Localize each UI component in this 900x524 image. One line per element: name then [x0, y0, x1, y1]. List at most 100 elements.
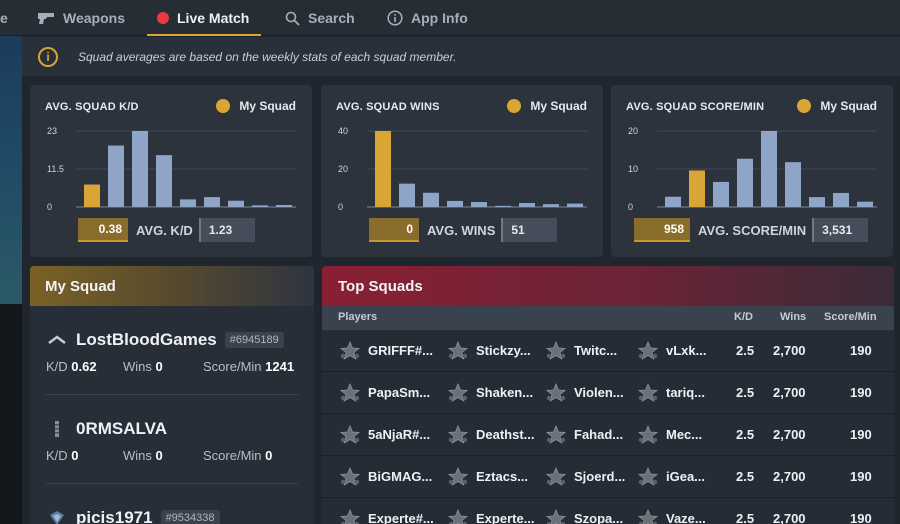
player-name: iGea...: [666, 469, 706, 484]
player-cell[interactable]: Eztacs...: [446, 456, 528, 497]
divider: [46, 483, 298, 484]
player-cell[interactable]: GRIFFF#...: [338, 330, 433, 371]
squad-member[interactable]: LostBloodGames #6945189 K/D 0.62 Wins 0 …: [46, 330, 314, 374]
my-squad-value: 0: [369, 218, 419, 242]
row-kd: 2.5: [736, 385, 755, 400]
chart-bar[interactable]: [156, 155, 172, 207]
chart-bar[interactable]: [204, 197, 220, 207]
chart-bar[interactable]: [737, 158, 753, 207]
my-squad-bar[interactable]: [375, 131, 391, 207]
chart-bar[interactable]: [399, 183, 415, 207]
chart-bar[interactable]: [519, 203, 535, 207]
chart-bar[interactable]: [857, 201, 873, 207]
table-row[interactable]: BiGMAG... Eztacs... Sjoerd... iGea... 2.5 2,7…: [322, 456, 894, 498]
chart-bar[interactable]: [180, 199, 196, 207]
player-cell[interactable]: Vaze...: [636, 498, 706, 524]
chart-bar[interactable]: [276, 205, 292, 207]
chart-bar[interactable]: [567, 203, 583, 207]
chart-bar[interactable]: [108, 145, 124, 207]
chart-bar[interactable]: [809, 197, 825, 207]
player-name: PapaSm...: [368, 385, 431, 400]
nav-item-search[interactable]: Search: [285, 0, 355, 36]
chart-bar[interactable]: [447, 200, 463, 207]
table-row[interactable]: PapaSm... Shaken... Violen... tariq... 2.5 2,…: [322, 372, 894, 414]
player-cell[interactable]: Twitc...: [544, 330, 617, 371]
chart-bar[interactable]: [785, 162, 801, 207]
row-kd: 2.5: [736, 511, 755, 524]
player-cell[interactable]: Szopa...: [544, 498, 623, 524]
player-cell[interactable]: Experte#...: [338, 498, 434, 524]
col-wins: Wins: [780, 311, 807, 323]
player-cell[interactable]: 5aNjaR#...: [338, 414, 430, 455]
nav-item-cut[interactable]: e: [0, 0, 8, 36]
nav-item-weapons[interactable]: Weapons: [37, 0, 125, 36]
nav-label-weapons: Weapons: [63, 10, 125, 26]
player-cell[interactable]: Shaken...: [446, 372, 533, 413]
info-bar: i Squad averages are based on the weekly…: [22, 37, 900, 76]
player-cell[interactable]: vLxk...: [636, 330, 706, 371]
rank-shield-icon: [46, 509, 68, 524]
chart-bar[interactable]: [228, 200, 244, 207]
nav-label-app-info: App Info: [411, 10, 468, 26]
rank-medal-icon: [447, 340, 469, 360]
chart-bar[interactable]: [495, 205, 511, 207]
rank-medal-icon: [447, 424, 469, 444]
y-tick-label: 23: [47, 126, 57, 136]
player-cell[interactable]: Sjoerd...: [544, 456, 625, 497]
chart-bar[interactable]: [665, 196, 681, 207]
player-cell[interactable]: Deathst...: [446, 414, 535, 455]
legend-dot: [507, 99, 522, 113]
chart-bar[interactable]: [713, 181, 729, 207]
chart-bar[interactable]: [132, 131, 148, 207]
player-name: Violen...: [574, 385, 624, 400]
chart-bar[interactable]: [423, 192, 439, 207]
stat-card-wins: 0 20 40 AVG. SQUAD WINS My Squad 0 AVG. WI…: [321, 85, 603, 257]
rank-medal-icon: [545, 382, 567, 402]
table-row[interactable]: Experte#... Experte... Szopa... Vaze... 2.5 2…: [322, 498, 894, 524]
chart-legend: My Squad: [216, 99, 296, 113]
card-title: AVG. SQUAD WINS: [336, 101, 440, 113]
member-tag: #9534338: [160, 510, 220, 524]
player-cell[interactable]: Violen...: [544, 372, 624, 413]
top-squads-rows: GRIFFF#... Stickzy... Twitc... vLxk... 2.5 2,…: [322, 330, 894, 524]
rank-medal-icon: [339, 424, 361, 444]
nav-item-live-match[interactable]: Live Match: [146, 0, 262, 36]
player-name: Experte...: [476, 511, 535, 524]
chart-bar[interactable]: [471, 202, 487, 207]
rank-medal-icon: [339, 382, 361, 402]
chart-bar[interactable]: [252, 205, 268, 207]
player-cell[interactable]: iGea...: [636, 456, 705, 497]
y-tick-label: 0: [338, 202, 343, 212]
player-cell[interactable]: PapaSm...: [338, 372, 430, 413]
live-dot-icon: [157, 12, 169, 24]
rank-medal-icon: [545, 424, 567, 444]
squad-member[interactable]: picis1971 #9534338: [46, 508, 314, 524]
player-cell[interactable]: BiGMAG...: [338, 456, 432, 497]
player-name: Experte#...: [368, 511, 434, 524]
my-squad-bar[interactable]: [689, 170, 705, 207]
player-cell[interactable]: tariq...: [636, 372, 705, 413]
table-row[interactable]: GRIFFF#... Stickzy... Twitc... vLxk... 2.5 2,…: [322, 330, 894, 372]
my-squad-bar[interactable]: [84, 184, 100, 207]
player-cell[interactable]: Mec...: [636, 414, 702, 455]
player-name: Stickzy...: [476, 343, 531, 358]
nav-label-search: Search: [308, 10, 355, 26]
player-name: Shaken...: [476, 385, 534, 400]
chart-bar[interactable]: [761, 131, 777, 207]
card-title: AVG. SQUAD K/D: [45, 101, 139, 113]
squad-member[interactable]: 0RMSALVA K/D 0 Wins 0 Score/Min 0: [46, 419, 314, 463]
player-name: Deathst...: [476, 427, 535, 442]
nav-item-app-info[interactable]: App Info: [387, 0, 468, 36]
player-name: Vaze...: [666, 511, 706, 524]
player-cell[interactable]: Experte...: [446, 498, 535, 524]
info-icon: [387, 10, 403, 26]
chart-bar[interactable]: [543, 204, 559, 207]
player-cell[interactable]: Fahad...: [544, 414, 623, 455]
rank-bar-icon: [46, 420, 68, 438]
chart-bar[interactable]: [833, 192, 849, 207]
player-cell[interactable]: Stickzy...: [446, 330, 531, 371]
player-name: Szopa...: [574, 511, 624, 524]
table-row[interactable]: 5aNjaR#... Deathst... Fahad... Mec... 2.5 2,7…: [322, 414, 894, 456]
card-footer: 0 AVG. WINS 51: [369, 218, 558, 242]
member-wins: Wins 0: [123, 448, 163, 463]
